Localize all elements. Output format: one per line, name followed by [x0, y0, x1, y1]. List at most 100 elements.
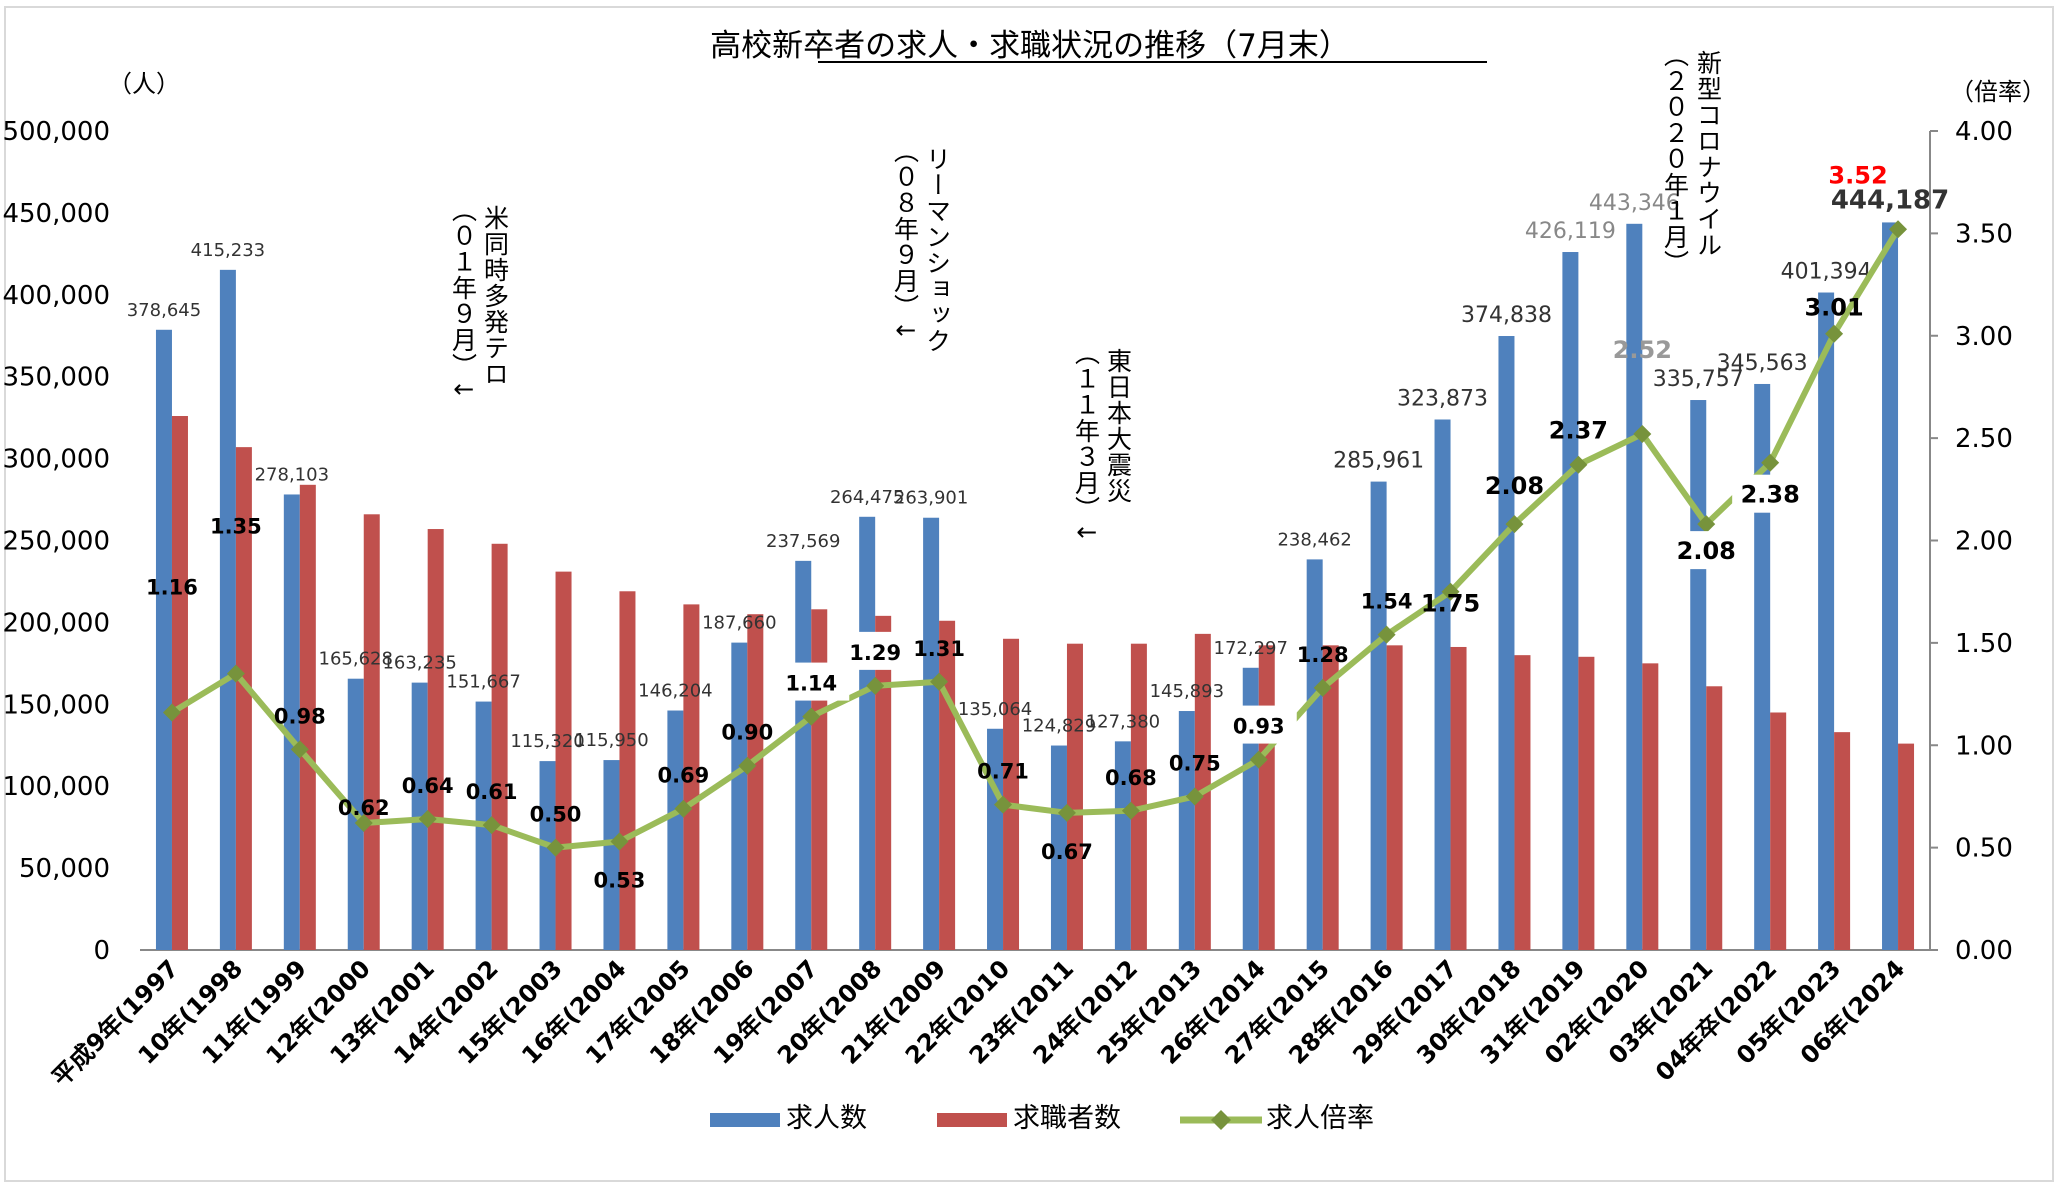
- ratio-marker-19: [1377, 625, 1396, 644]
- ratio-label-3: 0.62: [338, 796, 390, 820]
- bar-kyushoku-12: [939, 620, 956, 950]
- left-axis-tick: 200,000: [2, 608, 110, 638]
- bar-value-label-17: 172,297: [1214, 638, 1288, 659]
- bar-value-label-15: 127,380: [1086, 711, 1160, 732]
- right-axis-tick: 1.50: [1955, 629, 2013, 659]
- bar-kyushoku-9: [747, 614, 764, 950]
- bar-kyujin-10: [795, 560, 812, 950]
- ratio-label-14: 0.67: [1041, 840, 1093, 864]
- right-axis-tick: 2.00: [1955, 527, 2013, 557]
- bar-kyujin-15: [1114, 741, 1131, 950]
- ratio-label-16: 0.75: [1169, 751, 1221, 775]
- legend-label-kyushoku: 求職者数: [1013, 1103, 1121, 1134]
- ratio-label-5: 0.61: [466, 780, 518, 804]
- bar-kyushoku-2: [299, 484, 316, 950]
- ratio-label-0: 1.16: [146, 575, 198, 599]
- bar-kyushoku-13: [1003, 638, 1020, 950]
- bar-value-label-21: 374,838: [1461, 303, 1552, 328]
- bar-kyujin-19: [1370, 481, 1387, 950]
- ratio-marker-4: [418, 809, 437, 828]
- legend-swatch-kyushoku: [937, 1113, 1007, 1127]
- bar-kyushoku-0: [171, 416, 188, 951]
- bar-value-label-24: 335,757: [1653, 367, 1744, 392]
- bar-kyujin-24: [1690, 400, 1707, 950]
- ratio-label-8: 0.69: [657, 764, 709, 788]
- bar-value-label-7: 115,950: [574, 730, 648, 751]
- bar-kyushoku-21: [1514, 655, 1531, 950]
- bar-value-label-0: 378,645: [127, 300, 201, 321]
- bar-value-label-12: 263,901: [894, 488, 968, 509]
- bar-kyushoku-23: [1642, 663, 1659, 950]
- bar-kyushoku-15: [1130, 643, 1147, 950]
- ratio-marker-17: [1249, 750, 1268, 769]
- ratio-marker-22: [1569, 455, 1588, 474]
- ratio-label-1: 1.35: [210, 515, 262, 539]
- bar-kyujin-11: [859, 516, 876, 950]
- annotation-1-line-1: （０８年９月）↓: [891, 138, 920, 342]
- bar-kyujin-1: [219, 269, 236, 950]
- ratio-marker-7: [610, 832, 629, 851]
- left-axis-tick: 400,000: [2, 281, 110, 311]
- bar-kyushoku-8: [683, 604, 700, 950]
- left-axis-unit: （人）: [108, 70, 180, 98]
- chart-frame: [4, 6, 2054, 1182]
- bar-value-label-8: 146,204: [638, 681, 712, 702]
- bar-value-label-16: 145,893: [1150, 681, 1224, 702]
- left-axis-tick: 300,000: [2, 445, 110, 475]
- left-axis-tick: 450,000: [2, 199, 110, 229]
- bar-kyujin-6: [539, 761, 556, 950]
- bar-value-label-3: 165,628: [319, 649, 393, 670]
- ratio-marker-24: [1697, 515, 1716, 534]
- ratio-marker-9: [738, 756, 757, 775]
- ratio-label-2: 0.98: [274, 704, 326, 728]
- bar-kyujin-16: [1178, 711, 1195, 950]
- ratio-label-22: 2.37: [1549, 417, 1608, 445]
- bar-value-label-19: 285,961: [1333, 449, 1424, 474]
- bar-value-label-27: 444,187: [1831, 185, 1949, 215]
- ratio-line: [170, 227, 1901, 851]
- bar-value-label-23: 443,346: [1589, 191, 1680, 216]
- ratio-label-4: 0.64: [402, 774, 454, 798]
- bar-kyushoku-11: [875, 615, 892, 950]
- bar-value-label-11: 264,475: [830, 487, 904, 508]
- right-axis-tick: 1.00: [1955, 731, 2013, 761]
- bar-kyushoku-10: [811, 609, 828, 950]
- ratio-marker-21: [1505, 515, 1524, 534]
- ratio-marker-0: [162, 703, 181, 722]
- ratio-label-9: 0.90: [721, 721, 773, 745]
- legend-marker-ratio: [1211, 1110, 1231, 1130]
- ratio-marker-26: [1825, 324, 1844, 343]
- bar-value-label-5: 151,667: [446, 672, 520, 693]
- ratio-label-18: 1.28: [1297, 643, 1349, 667]
- annotation-1-line-0: リーマンショック: [923, 146, 952, 354]
- ratio-label-box-24: [1668, 531, 1745, 570]
- ratio-label-15: 0.68: [1105, 766, 1157, 790]
- right-axis-tick: 3.00: [1955, 322, 2013, 352]
- bar-kyushoku-27: [1898, 743, 1915, 950]
- bar-kyushoku-5: [491, 543, 508, 950]
- bar-kyujin-20: [1434, 419, 1451, 950]
- ratio-marker-27: [1889, 220, 1908, 239]
- ratio-marker-13: [994, 795, 1013, 814]
- right-axis-tick: 3.50: [1955, 219, 2013, 249]
- bar-value-label-13: 135,064: [958, 699, 1032, 720]
- ratio-marker-5: [482, 816, 501, 835]
- bar-kyushoku-24: [1706, 686, 1723, 950]
- bar-kyujin-8: [667, 710, 684, 950]
- bar-kyushoku-7: [619, 591, 636, 950]
- ratio-marker-25: [1761, 453, 1780, 472]
- bar-kyujin-4: [411, 682, 428, 950]
- annotation-3-line-1: （２０２０年１月）: [1661, 42, 1690, 276]
- ratio-label-7: 0.53: [594, 868, 646, 892]
- annotation-0-line-0: 米同時多発テロ: [481, 205, 510, 387]
- bar-kyushoku-25: [1770, 712, 1787, 950]
- bar-kyujin-7: [603, 760, 620, 950]
- bar-kyushoku-3: [363, 514, 380, 950]
- ratio-label-26: 3.01: [1804, 294, 1863, 322]
- left-axis-tick: 50,000: [19, 854, 110, 884]
- right-axis-tick: 2.50: [1955, 424, 2013, 454]
- ratio-label-13: 0.71: [977, 760, 1029, 784]
- ratio-marker-8: [674, 799, 693, 818]
- ratio-marker-18: [1313, 678, 1332, 697]
